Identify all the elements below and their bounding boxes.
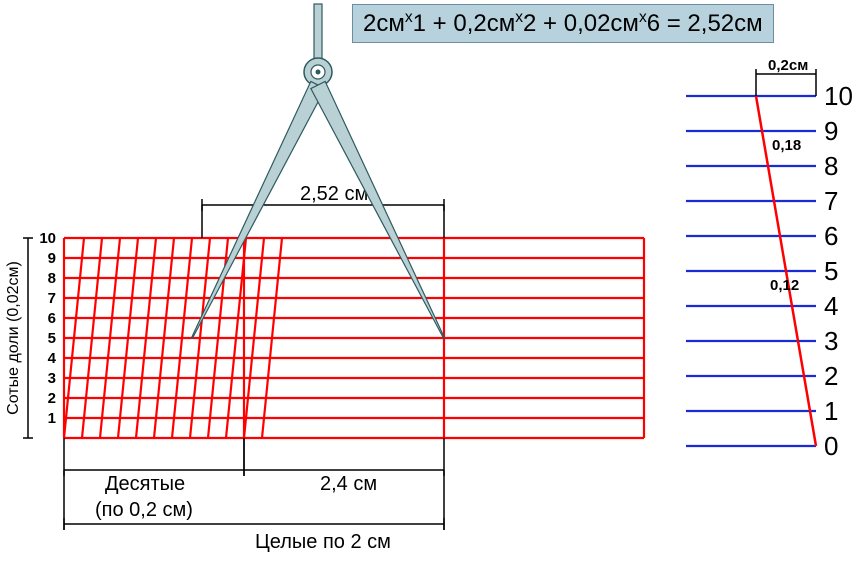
detail-row-label: 1 [824, 396, 838, 426]
detail-annot-018: 0,18 [772, 137, 801, 154]
diagram-svg: 123456789102,52 см2,4 смДесятые(по 0,2 с… [0, 0, 861, 569]
detail-row-label: 6 [824, 221, 838, 251]
detail-row-label: 9 [824, 116, 838, 146]
detail-row-label: 10 [824, 81, 853, 111]
detail-top-dim-label: 0,2см [768, 57, 808, 74]
dim-bot-24-label: 2,4 см [320, 473, 377, 495]
detail-row-label: 2 [824, 361, 838, 391]
detail-row-label: 5 [824, 256, 838, 286]
dim-desyatye-label1: Десятые [105, 473, 185, 495]
grid-row-label: 1 [48, 410, 56, 427]
dim-desyatye-label2: (по 0,2 см) [95, 499, 193, 521]
grid-row-label: 10 [39, 230, 56, 247]
detail-row-label: 0 [824, 431, 838, 461]
grid-row-label: 9 [48, 250, 56, 267]
compass-pivot-dot [316, 70, 321, 75]
grid-row-label: 3 [48, 370, 56, 387]
dim-full-label: Целые по 2 см [255, 531, 391, 553]
detail-row-label: 7 [824, 186, 838, 216]
dim-vert-label: Сотые доли (0,02см) [5, 261, 22, 415]
compass-leg-right [311, 81, 445, 338]
grid-row-label: 2 [48, 390, 56, 407]
detail-row-label: 8 [824, 151, 838, 181]
grid-row-label: 6 [48, 310, 56, 327]
detail-row-label: 3 [824, 326, 838, 356]
grid-row-label: 4 [48, 350, 57, 367]
compass-handle [314, 4, 322, 63]
grid-row-label: 7 [48, 290, 56, 307]
detail-row-label: 4 [824, 291, 838, 321]
grid-row-label: 8 [48, 270, 56, 287]
grid-row-label: 5 [48, 330, 56, 347]
dim-top-label: 2,52 см [300, 183, 368, 205]
detail-annot-012: 0,12 [770, 277, 799, 294]
